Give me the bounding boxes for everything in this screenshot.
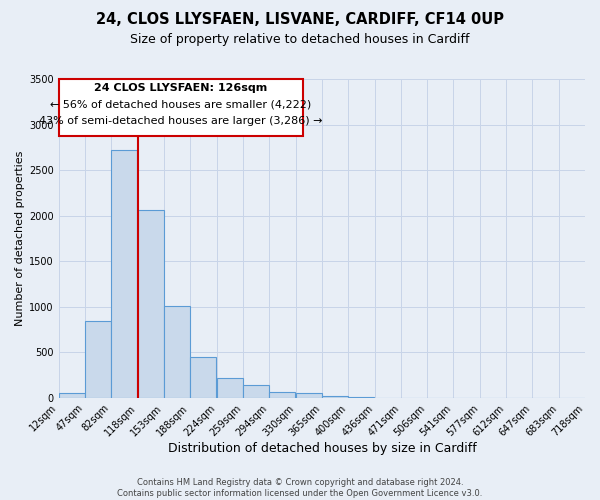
Bar: [322, 396, 348, 398]
Text: 43% of semi-detached houses are larger (3,286) →: 43% of semi-detached houses are larger (…: [39, 116, 323, 126]
Bar: [59, 393, 85, 398]
Bar: [190, 356, 216, 398]
Bar: [111, 150, 137, 398]
Bar: [243, 385, 269, 398]
Bar: [85, 320, 111, 398]
Text: ← 56% of detached houses are smaller (4,222): ← 56% of detached houses are smaller (4,…: [50, 100, 311, 110]
Bar: [348, 396, 374, 398]
Text: Size of property relative to detached houses in Cardiff: Size of property relative to detached ho…: [130, 32, 470, 46]
Text: 24, CLOS LLYSFAEN, LISVANE, CARDIFF, CF14 0UP: 24, CLOS LLYSFAEN, LISVANE, CARDIFF, CF1…: [96, 12, 504, 28]
Bar: [138, 210, 164, 398]
Y-axis label: Number of detached properties: Number of detached properties: [15, 151, 25, 326]
Text: Contains HM Land Registry data © Crown copyright and database right 2024.
Contai: Contains HM Land Registry data © Crown c…: [118, 478, 482, 498]
Text: 24 CLOS LLYSFAEN: 126sqm: 24 CLOS LLYSFAEN: 126sqm: [94, 83, 268, 93]
Bar: [164, 306, 190, 398]
Bar: [296, 393, 322, 398]
X-axis label: Distribution of detached houses by size in Cardiff: Distribution of detached houses by size …: [167, 442, 476, 455]
Bar: [269, 392, 295, 398]
Bar: [217, 378, 243, 398]
